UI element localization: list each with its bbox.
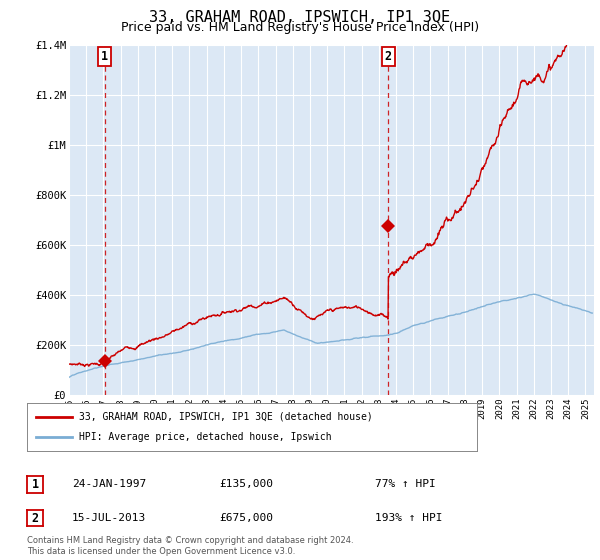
Text: 193% ↑ HPI: 193% ↑ HPI	[375, 513, 443, 523]
Text: 33, GRAHAM ROAD, IPSWICH, IP1 3QE: 33, GRAHAM ROAD, IPSWICH, IP1 3QE	[149, 10, 451, 25]
Text: 77% ↑ HPI: 77% ↑ HPI	[375, 479, 436, 489]
Text: Price paid vs. HM Land Registry's House Price Index (HPI): Price paid vs. HM Land Registry's House …	[121, 21, 479, 34]
Text: HPI: Average price, detached house, Ipswich: HPI: Average price, detached house, Ipsw…	[79, 432, 331, 442]
Text: £675,000: £675,000	[219, 513, 273, 523]
Text: £135,000: £135,000	[219, 479, 273, 489]
Text: 2: 2	[385, 50, 392, 63]
Text: 33, GRAHAM ROAD, IPSWICH, IP1 3QE (detached house): 33, GRAHAM ROAD, IPSWICH, IP1 3QE (detac…	[79, 412, 373, 422]
Text: 1: 1	[32, 478, 38, 491]
Text: 15-JUL-2013: 15-JUL-2013	[72, 513, 146, 523]
Text: 24-JAN-1997: 24-JAN-1997	[72, 479, 146, 489]
Text: 1: 1	[101, 50, 108, 63]
Text: 2: 2	[32, 511, 38, 525]
Text: Contains HM Land Registry data © Crown copyright and database right 2024.
This d: Contains HM Land Registry data © Crown c…	[27, 536, 353, 556]
